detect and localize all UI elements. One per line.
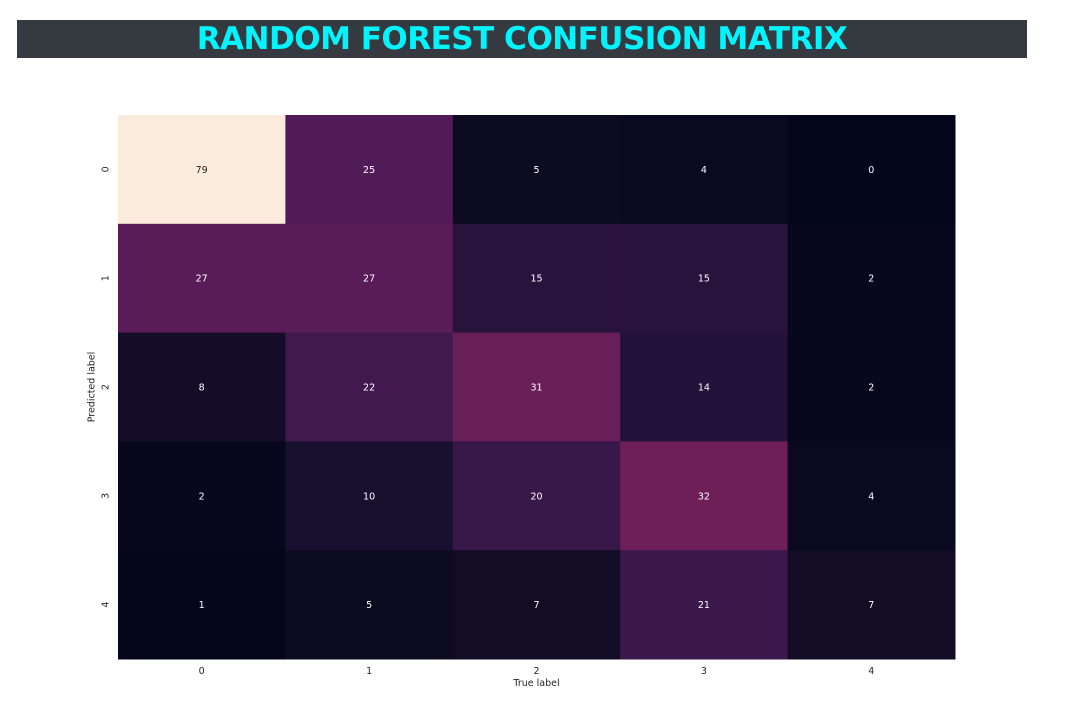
heatmap-cell-label-r3-c3: 32 <box>698 491 710 502</box>
heatmap-cell-r0-c0 <box>118 115 286 225</box>
heatmap-cell-r1-c4 <box>787 223 956 334</box>
heatmap-cell-r1-c2 <box>452 223 621 334</box>
heatmap-cell-r1-c1 <box>285 223 454 334</box>
heatmap-cell-label-r3-c4: 4 <box>868 491 874 502</box>
heatmap-cell-r1-c0 <box>118 223 286 334</box>
y-tick-label-3: 3 <box>101 493 112 499</box>
heatmap-cell-label-r4-c4: 7 <box>868 600 874 611</box>
y-tick-label-2: 2 <box>101 384 112 390</box>
heatmap-cell-r3-c4 <box>787 441 956 551</box>
y-axis-label: Predicted label <box>87 352 98 423</box>
heatmap-cell-label-r3-c1: 10 <box>363 491 375 502</box>
heatmap-cell-label-r1-c1: 27 <box>363 274 375 285</box>
chart-title: RANDOM FOREST CONFUSION MATRIX <box>196 21 848 57</box>
heatmap-cell-label-r0-c3: 4 <box>701 165 707 176</box>
y-tick-label-0: 0 <box>101 166 112 172</box>
heatmap-cell-r4-c4 <box>787 550 956 660</box>
heatmap-cell-label-r4-c2: 7 <box>533 600 539 611</box>
heatmap-cell-label-r3-c2: 20 <box>530 491 542 502</box>
heatmap-cell-r4-c1 <box>285 550 454 660</box>
y-tick-label-1: 1 <box>101 275 112 281</box>
y-tick-label-4: 4 <box>101 602 112 608</box>
heatmap-cell-label-r4-c1: 5 <box>366 600 372 611</box>
heatmap-cell-r2-c4 <box>787 332 956 442</box>
heatmap-cell-label-r3-c0: 2 <box>199 491 205 502</box>
x-tick-label-1: 1 <box>366 666 372 677</box>
heatmap-cell-label-r2-c0: 8 <box>199 383 205 394</box>
heatmap-cell-label-r0-c4: 0 <box>868 165 874 176</box>
heatmap-cell-label-r4-c3: 21 <box>698 600 710 611</box>
x-tick-label-0: 0 <box>199 666 205 677</box>
heatmap-cell-r0-c4 <box>787 115 956 225</box>
x-tick-label-4: 4 <box>868 666 874 677</box>
heatmap-cells: 79 25 5 4 027 27 15 15 28 22 31 14 22 10 20 32 41 5 7 21 7 <box>118 115 956 660</box>
heatmap-cell-label-r0-c0: 79 <box>196 165 208 176</box>
heatmap-cell-label-r4-c0: 1 <box>199 600 205 611</box>
heatmap-cell-r0-c1 <box>285 115 454 225</box>
heatmap-cell-label-r2-c2: 31 <box>530 383 542 394</box>
heatmap-cell-r3-c3 <box>620 441 789 551</box>
heatmap-cell-label-r1-c3: 15 <box>698 274 710 285</box>
heatmap-cell-r1-c3 <box>620 223 789 334</box>
heatmap-cell-r3-c2 <box>452 441 621 551</box>
heatmap-cell-label-r0-c2: 5 <box>533 165 539 176</box>
heatmap-cell-label-r1-c0: 27 <box>196 274 208 285</box>
x-axis-ticks: 0 1 2 3 4 <box>199 666 875 677</box>
heatmap-cell-r4-c2 <box>452 550 621 660</box>
heatmap-cell-r0-c3 <box>620 115 789 225</box>
heatmap-cell-r3-c1 <box>285 441 454 551</box>
heatmap-cell-r0-c2 <box>452 115 621 225</box>
y-axis-ticks: 0 1 2 3 4 <box>101 166 112 607</box>
chart-title-bar: RANDOM FOREST CONFUSION MATRIX <box>17 20 1027 58</box>
heatmap-cell-r4-c3 <box>620 550 789 660</box>
heatmap-cell-r2-c2 <box>452 332 621 442</box>
heatmap-cell-r2-c1 <box>285 332 454 442</box>
heatmap-cell-label-r1-c4: 2 <box>868 274 874 285</box>
heatmap-cell-label-r0-c1: 25 <box>363 165 375 176</box>
x-tick-label-2: 2 <box>533 666 539 677</box>
heatmap-cell-r3-c0 <box>118 441 286 551</box>
heatmap-cell-r2-c3 <box>620 332 789 442</box>
heatmap-cell-label-r2-c1: 22 <box>363 383 375 394</box>
heatmap-cell-label-r2-c4: 2 <box>868 383 874 394</box>
heatmap-cell-r2-c0 <box>118 332 286 442</box>
heatmap-cell-r4-c0 <box>118 550 286 660</box>
heatmap-cell-label-r2-c3: 14 <box>698 383 710 394</box>
x-tick-label-3: 3 <box>701 666 707 677</box>
x-axis-label: True label <box>512 678 559 689</box>
heatmap-cell-label-r1-c2: 15 <box>530 274 542 285</box>
